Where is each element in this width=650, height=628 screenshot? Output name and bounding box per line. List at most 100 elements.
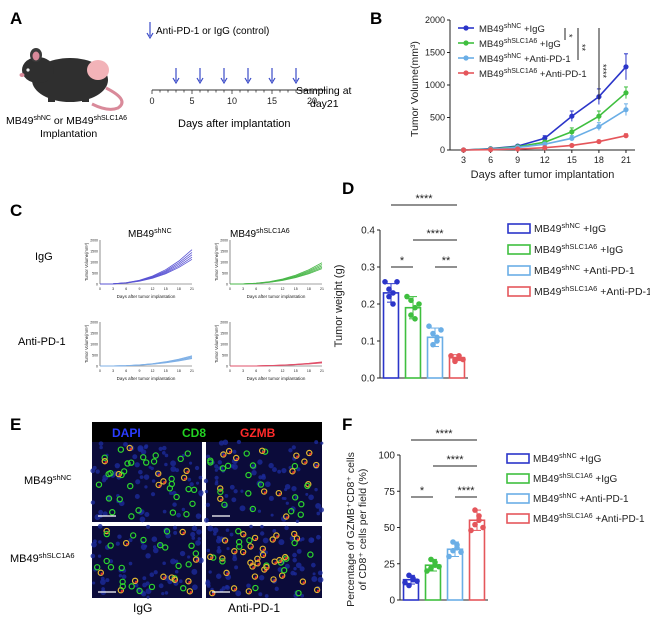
panel-c: MB49shNC MB49shSLC1A6 IgG Anti-PD-1 0 500… — [18, 228, 324, 381]
bar-data-point — [458, 549, 464, 555]
bar-data-point — [476, 513, 482, 519]
b-data-point — [596, 124, 602, 130]
panel-letter-d: D — [342, 179, 354, 198]
mouse-label-line-2: Implantation — [40, 128, 97, 140]
mini-y-tick-label: 1000 — [90, 343, 98, 347]
mini-y-tick-label: 500 — [222, 354, 228, 358]
f-sig-label: * — [420, 485, 425, 497]
mini-x-tick-label: 0 — [229, 369, 231, 373]
mini-x-tick-label: 3 — [242, 369, 244, 373]
bar-y-tick-label: 0.3 — [361, 263, 375, 274]
bar-data-point — [434, 334, 440, 341]
bar-data-point — [452, 358, 458, 365]
mini-y-tick-label: 500 — [92, 354, 98, 358]
bar-data-point — [460, 356, 466, 363]
panelE-row2-label: MB49shSLC1A6 — [10, 551, 75, 565]
injection-arrow-icon — [244, 68, 252, 85]
bar-data-point — [472, 521, 478, 528]
mini-x-tick-label: 18 — [177, 287, 181, 291]
b-sig-label: ** — [577, 44, 587, 52]
f-legend-label: MB49shNC +IgG — [533, 453, 602, 465]
mini-x-tick-label: 15 — [164, 369, 168, 373]
bar-y-tick-label: 0.2 — [361, 300, 375, 311]
b-legend-label: MB49shSLC1A6 +Anti-PD-1 — [479, 68, 587, 80]
panelE-row1-label: MB49shNC — [24, 473, 72, 487]
mini-x-tick-label: 6 — [255, 369, 257, 373]
mini-x-tick-label: 0 — [99, 369, 101, 373]
b-data-point — [623, 64, 629, 70]
mini-x-tick-label: 18 — [307, 287, 311, 291]
mini-x-tick-label: 12 — [281, 369, 285, 373]
legend-arrow-icon — [146, 22, 154, 40]
panelC-row2-label: Anti-PD-1 — [18, 336, 66, 348]
panel-e-micrographs — [90, 439, 325, 599]
f-legend-label: MB49shSLC1A6 +Anti-PD-1 — [533, 513, 645, 525]
mini-x-tick-label: 15 — [294, 287, 298, 291]
panel-letter-f: F — [342, 415, 352, 434]
d-legend-swatch — [507, 265, 531, 276]
bar-data-point — [430, 330, 436, 337]
mini-y-tick-label: 2000 — [90, 239, 98, 243]
bar-data-point — [412, 316, 418, 322]
b-y-tick-label: 1500 — [425, 48, 445, 58]
mini-y-axis-label: Tumor Volume(mm³) — [84, 324, 89, 363]
b-data-point — [623, 90, 629, 96]
mini-y-tick-label: 2000 — [220, 321, 228, 325]
b-y-tick-label: 500 — [430, 113, 445, 123]
panelE-header-bar — [92, 422, 322, 442]
b-data-point — [542, 145, 548, 151]
b-data-point — [596, 138, 602, 145]
mini-x-tick-label: 21 — [320, 287, 324, 291]
bar-y-tick-label: 100 — [378, 451, 395, 462]
f-sig-label: **** — [446, 454, 464, 466]
b-x-tick-label: 21 — [621, 155, 631, 165]
mini-y-tick-label: 0 — [96, 283, 98, 287]
mini-x-tick-label: 6 — [255, 287, 257, 291]
panelC-col1-title: MB49shNC — [128, 228, 172, 240]
mini-y-tick-label: 0 — [226, 283, 228, 287]
injection-arrow-icon — [220, 68, 228, 85]
panelE-cd8: CD8 — [182, 426, 206, 440]
d-legend-label: MB49shNC +Anti-PD-1 — [534, 263, 635, 277]
b-legend-label: MB49shSLC1A6 +IgG — [479, 38, 561, 50]
bar-y-tick-label: 0.0 — [361, 374, 375, 385]
injection-arrow-icon — [292, 68, 300, 85]
mini-y-tick-label: 500 — [222, 272, 228, 276]
bar-data-point — [480, 524, 486, 531]
b-data-point — [569, 113, 575, 119]
bar-y-tick-label: 0 — [389, 596, 395, 607]
mini-y-axis-label: Tumor Volume(mm³) — [214, 242, 219, 281]
mini-x-axis-label: Days after tumor implantation — [247, 376, 306, 381]
micrograph-image — [203, 439, 325, 523]
mini-x-axis-label: Days after tumor implantation — [117, 294, 176, 299]
panel-letter-e: E — [10, 415, 21, 434]
mini-x-tick-label: 21 — [190, 287, 194, 291]
bar-data-point — [404, 293, 410, 300]
mouse-illustration — [19, 48, 124, 111]
d-legend-swatch — [507, 223, 531, 234]
mini-series-line — [229, 268, 323, 285]
mini-chart: 0 500 1000 1500 2000 0 3 6 9 12 15 18 21 Days after t… — [214, 239, 324, 300]
b-data-point — [623, 133, 629, 139]
panel-b-chart: 0 500 1000 1500 2000 3 6 9 12 15 18 21 Days after tu… — [409, 15, 635, 181]
bar-data-point — [386, 293, 392, 300]
mini-x-tick-label: 18 — [307, 369, 311, 373]
b-data-point — [596, 113, 602, 119]
mini-x-axis-label: Days after tumor implantation — [117, 376, 176, 381]
panelE-col1-label: IgG — [133, 601, 152, 615]
mini-y-tick-label: 1500 — [90, 250, 98, 254]
injection-arrow-icon — [268, 68, 276, 85]
f-sig-label: **** — [457, 485, 475, 497]
bar-y-tick-label: 25 — [384, 559, 396, 570]
mini-y-tick-label: 1000 — [220, 261, 228, 265]
mini-x-tick-label: 21 — [320, 369, 324, 373]
d-legend-label: MB49shNC +IgG — [534, 221, 606, 235]
mini-y-tick-label: 1500 — [220, 250, 228, 254]
injection-arrow-icon — [196, 68, 204, 85]
bar-data-point — [476, 517, 482, 524]
b-sig-label: * — [564, 34, 574, 38]
panel-e: DAPI CD8 GZMB MB49shNC MB49shSLC1A6 IgG … — [10, 422, 325, 615]
mini-y-tick-label: 1500 — [90, 332, 98, 336]
bar-data-point — [436, 563, 442, 570]
